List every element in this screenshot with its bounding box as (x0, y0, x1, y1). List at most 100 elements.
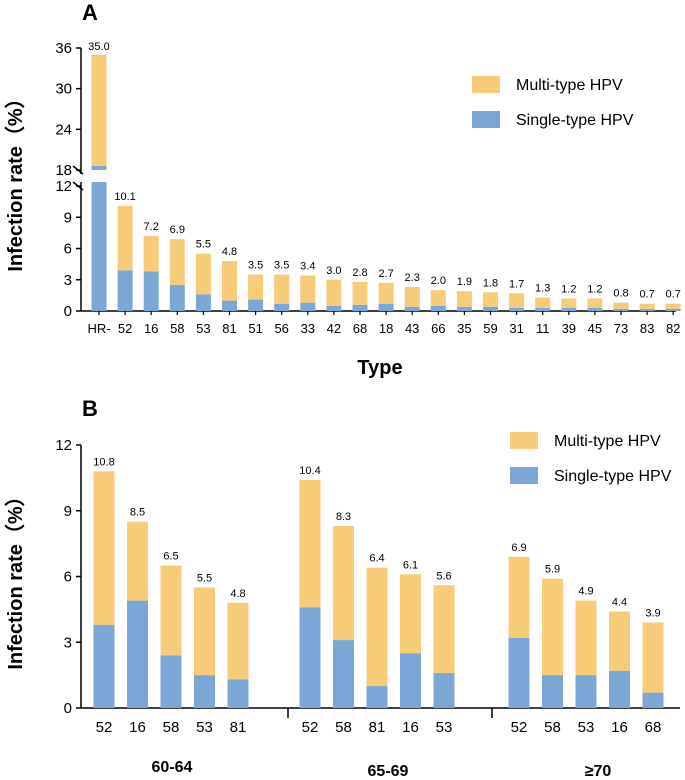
panel-b-group-label-70-plus: ≥70 (585, 763, 612, 780)
bar-multi (352, 281, 368, 305)
panel-b-y-axis-label: Infection rate（%） (4, 486, 27, 669)
bar-single (274, 303, 290, 311)
x-tick-label: 81 (222, 321, 236, 336)
bar-single (561, 307, 577, 311)
bar-single (227, 679, 249, 708)
data-label: 8.3 (336, 511, 351, 523)
panel-b-plot: 0 3 6 9 12 10.8 52 8.5 16 6.5 58 5.5 53 4.8 81 10.4 52 8.… (55, 437, 680, 736)
bar-multi (561, 298, 577, 308)
panel-a-y-tick-label: 24 (55, 121, 72, 138)
panel-b-y-tick-label: 6 (64, 569, 72, 586)
bar-multi (509, 293, 525, 308)
panel-a-x-axis-label: Type (357, 357, 402, 379)
panel-a-legend-swatch-single (472, 111, 500, 128)
data-label: 4.8 (230, 588, 245, 600)
data-label: 1.3 (535, 282, 550, 294)
x-tick-label: 68 (353, 321, 367, 336)
bar-single (430, 305, 446, 311)
x-tick-label: 53 (578, 719, 595, 736)
bar-single (483, 306, 498, 311)
x-tick-label: 31 (509, 321, 523, 336)
x-tick-label: 81 (369, 719, 386, 736)
x-tick-label: 83 (640, 321, 654, 336)
x-tick-label: 52 (511, 719, 528, 736)
x-tick-label: 53 (196, 719, 213, 736)
x-tick-label: 73 (614, 321, 628, 336)
bar-multi (483, 292, 498, 307)
x-tick-label: 16 (611, 719, 628, 736)
x-tick-label: 43 (405, 321, 419, 336)
x-tick-label: 35 (457, 321, 471, 336)
data-label: 5.6 (436, 570, 451, 582)
data-label: 7.2 (144, 221, 159, 233)
panel-a-y-tick-label: 18 (55, 162, 72, 179)
bar-single (613, 308, 629, 311)
data-label: 6.5 (163, 551, 178, 563)
data-label: 6.9 (511, 542, 526, 554)
x-tick-label: 58 (170, 321, 184, 336)
x-tick-label: 18 (379, 321, 393, 336)
x-tick-label: 52 (118, 321, 132, 336)
data-label: 3.0 (326, 265, 341, 277)
panel-a-legend-multi: Multi-type HPV (516, 77, 623, 94)
data-label: 2.7 (378, 268, 393, 280)
bar-multi (366, 567, 388, 687)
bar-single (642, 692, 664, 708)
bar-single (352, 304, 368, 311)
panel-b-legend-swatch-multi (510, 432, 538, 449)
bar-multi (665, 303, 681, 309)
bar-single (575, 675, 597, 708)
bar-single (160, 655, 182, 708)
bar-multi (274, 274, 290, 304)
data-label: 8.5 (130, 507, 145, 519)
bar-single (509, 307, 525, 311)
bar-multi (456, 291, 472, 307)
bar-single (400, 653, 421, 708)
x-tick-label: 39 (562, 321, 576, 336)
x-tick-label: 68 (645, 719, 662, 736)
panel-a-legend-single: Single-type HPV (516, 112, 634, 129)
bar-multi (143, 236, 159, 272)
panel-a-y-tick-label: 0 (64, 303, 72, 320)
panel-b-group-label-60-64: 60-64 (152, 759, 193, 776)
bar-single (665, 308, 681, 311)
x-tick-label: 52 (96, 719, 113, 736)
data-label: 6.1 (403, 559, 418, 571)
bar-multi (93, 471, 115, 625)
bar-single (508, 637, 530, 708)
panel-a-y-tick-label: 12 (55, 178, 72, 195)
bar-single (433, 672, 455, 708)
panel-a-y-tick-label: 6 (64, 241, 72, 258)
panel-a-y-tick-label: 9 (64, 209, 72, 226)
bar-multi (248, 274, 264, 300)
x-tick-label: 66 (431, 321, 445, 336)
data-label: 2.3 (405, 272, 420, 284)
panel-a-y-axis-label: Infection rate（%） (4, 88, 27, 271)
bar-multi (299, 480, 321, 608)
panel-a-y-tick-label: 36 (55, 40, 72, 57)
bar-single (93, 624, 115, 708)
bar-single (378, 303, 394, 311)
bar-multi (326, 279, 342, 306)
panel-b-y-tick-label: 0 (64, 700, 72, 717)
panel-b-y-tick-label: 12 (55, 437, 72, 454)
x-tick-label: 45 (588, 321, 602, 336)
bar-multi (587, 298, 603, 308)
bar-single (143, 271, 159, 311)
bar-single (195, 294, 211, 311)
data-label: 5.5 (196, 239, 211, 251)
bar-single (194, 675, 215, 708)
bar-multi-upper (91, 54, 107, 166)
x-tick-label: 59 (483, 321, 497, 336)
bar-multi (117, 205, 133, 271)
data-label: 10.8 (93, 456, 114, 468)
x-tick-label: 53 (436, 719, 453, 736)
data-label: 10.4 (299, 465, 320, 477)
data-label: 3.4 (300, 261, 315, 273)
x-tick-label: 11 (536, 321, 550, 336)
data-label: 6.9 (170, 224, 185, 236)
bar-single (300, 302, 316, 311)
data-label: 3.5 (248, 260, 263, 272)
bar-single (127, 600, 148, 708)
